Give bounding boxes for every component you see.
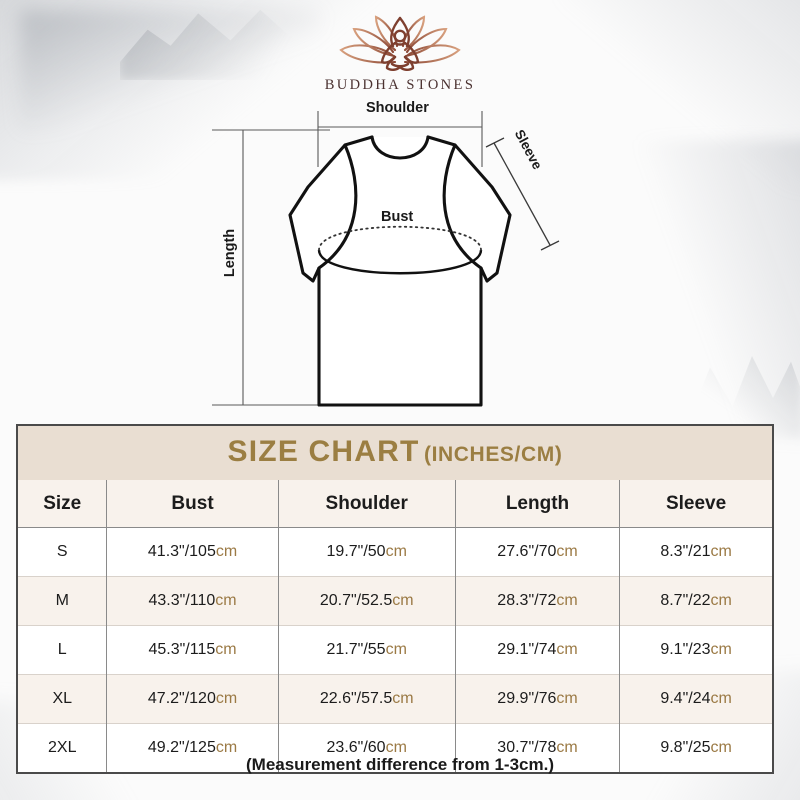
size-chart-title: SIZE CHART (INCHES/CM) — [18, 426, 772, 480]
cell-length: 28.3"/72cm — [454, 576, 620, 626]
cell-bust: 41.3"/105cm — [106, 527, 279, 577]
table-row: L 45.3"/115cm 21.7"/55cm 29.1"/74cm 9.1"… — [18, 625, 772, 675]
cell-bust: 45.3"/115cm — [106, 625, 279, 675]
column-header-sleeve: Sleeve — [619, 480, 772, 528]
table-header: Size Bust Shoulder Length Sleeve — [18, 480, 772, 528]
cell-bust: 43.3"/110cm — [106, 576, 279, 626]
cell-length: 29.1"/74cm — [454, 625, 620, 675]
table-row: XL 47.2"/120cm 22.6"/57.5cm 29.9"/76cm 9… — [18, 674, 772, 724]
diagram-label-length: Length — [222, 228, 239, 278]
tshirt-illustration — [212, 111, 560, 407]
diagram-label-shoulder: Shoulder — [366, 100, 429, 116]
bust-ellipse-solid — [317, 249, 483, 275]
size-chart-table: SIZE CHART (INCHES/CM) Size Bust Shoulde… — [16, 424, 774, 774]
cell-shoulder: 19.7"/50cm — [277, 527, 456, 577]
column-header-shoulder: Shoulder — [277, 480, 456, 528]
brand-logo: BUDDHA STONES — [0, 12, 800, 94]
size-chart-title-units: (INCHES/CM) — [424, 443, 563, 466]
cell-sleeve: 9.8"/25cm — [619, 723, 772, 772]
tshirt-outline — [288, 135, 512, 407]
diagram-label-bust: Bust — [381, 209, 414, 225]
cell-sleeve: 9.4"/24cm — [619, 674, 772, 724]
column-header-bust: Bust — [106, 480, 279, 528]
lotus-meditation-icon — [339, 15, 461, 71]
size-chart-title-main: SIZE CHART — [227, 435, 420, 468]
cell-size: XL — [18, 674, 107, 724]
brand-name: BUDDHA STONES — [324, 77, 476, 93]
sleeve-dimension-line — [485, 137, 560, 251]
table-row: M 43.3"/110cm 20.7"/52.5cm 28.3"/72cm 8.… — [18, 576, 772, 626]
header-row: Size Bust Shoulder Length Sleeve — [18, 480, 772, 528]
cell-sleeve: 8.3"/21cm — [619, 527, 772, 577]
cell-shoulder: 23.6"/60cm — [277, 723, 456, 772]
cell-sleeve: 9.1"/23cm — [619, 625, 772, 675]
cell-size: 2XL — [18, 723, 107, 772]
cell-shoulder: 20.7"/52.5cm — [277, 576, 456, 626]
cell-sleeve: 8.7"/22cm — [619, 576, 772, 626]
table-row: 2XL 49.2"/125cm 23.6"/60cm 30.7"/78cm 9.… — [18, 723, 772, 772]
cell-size: S — [18, 527, 107, 577]
column-header-length: Length — [454, 480, 620, 528]
measurements-table: Size Bust Shoulder Length Sleeve S 41.3"… — [18, 480, 772, 772]
measurement-note: (Measurement difference from 1-3cm.) — [246, 755, 554, 774]
table-row: S 41.3"/105cm 19.7"/50cm 27.6"/70cm 8.3"… — [18, 527, 772, 577]
cell-length: 27.6"/70cm — [454, 527, 620, 577]
table-body: S 41.3"/105cm 19.7"/50cm 27.6"/70cm 8.3"… — [18, 527, 772, 772]
column-header-size: Size — [18, 480, 107, 528]
cell-bust: 47.2"/120cm — [106, 674, 279, 724]
cell-size: M — [18, 576, 107, 626]
tshirt-diagram: Shoulder Bust Length Sleeve — [0, 95, 800, 415]
bust-ellipse-dotted — [318, 225, 482, 251]
cell-length: 30.7"/78cm — [454, 723, 620, 772]
cell-size: L — [18, 625, 107, 675]
cell-bust: 49.2"/125cm — [106, 723, 279, 772]
cell-shoulder: 22.6"/57.5cm — [277, 674, 456, 724]
cell-length: 29.9"/76cm — [454, 674, 620, 724]
cell-shoulder: 21.7"/55cm — [277, 625, 456, 675]
